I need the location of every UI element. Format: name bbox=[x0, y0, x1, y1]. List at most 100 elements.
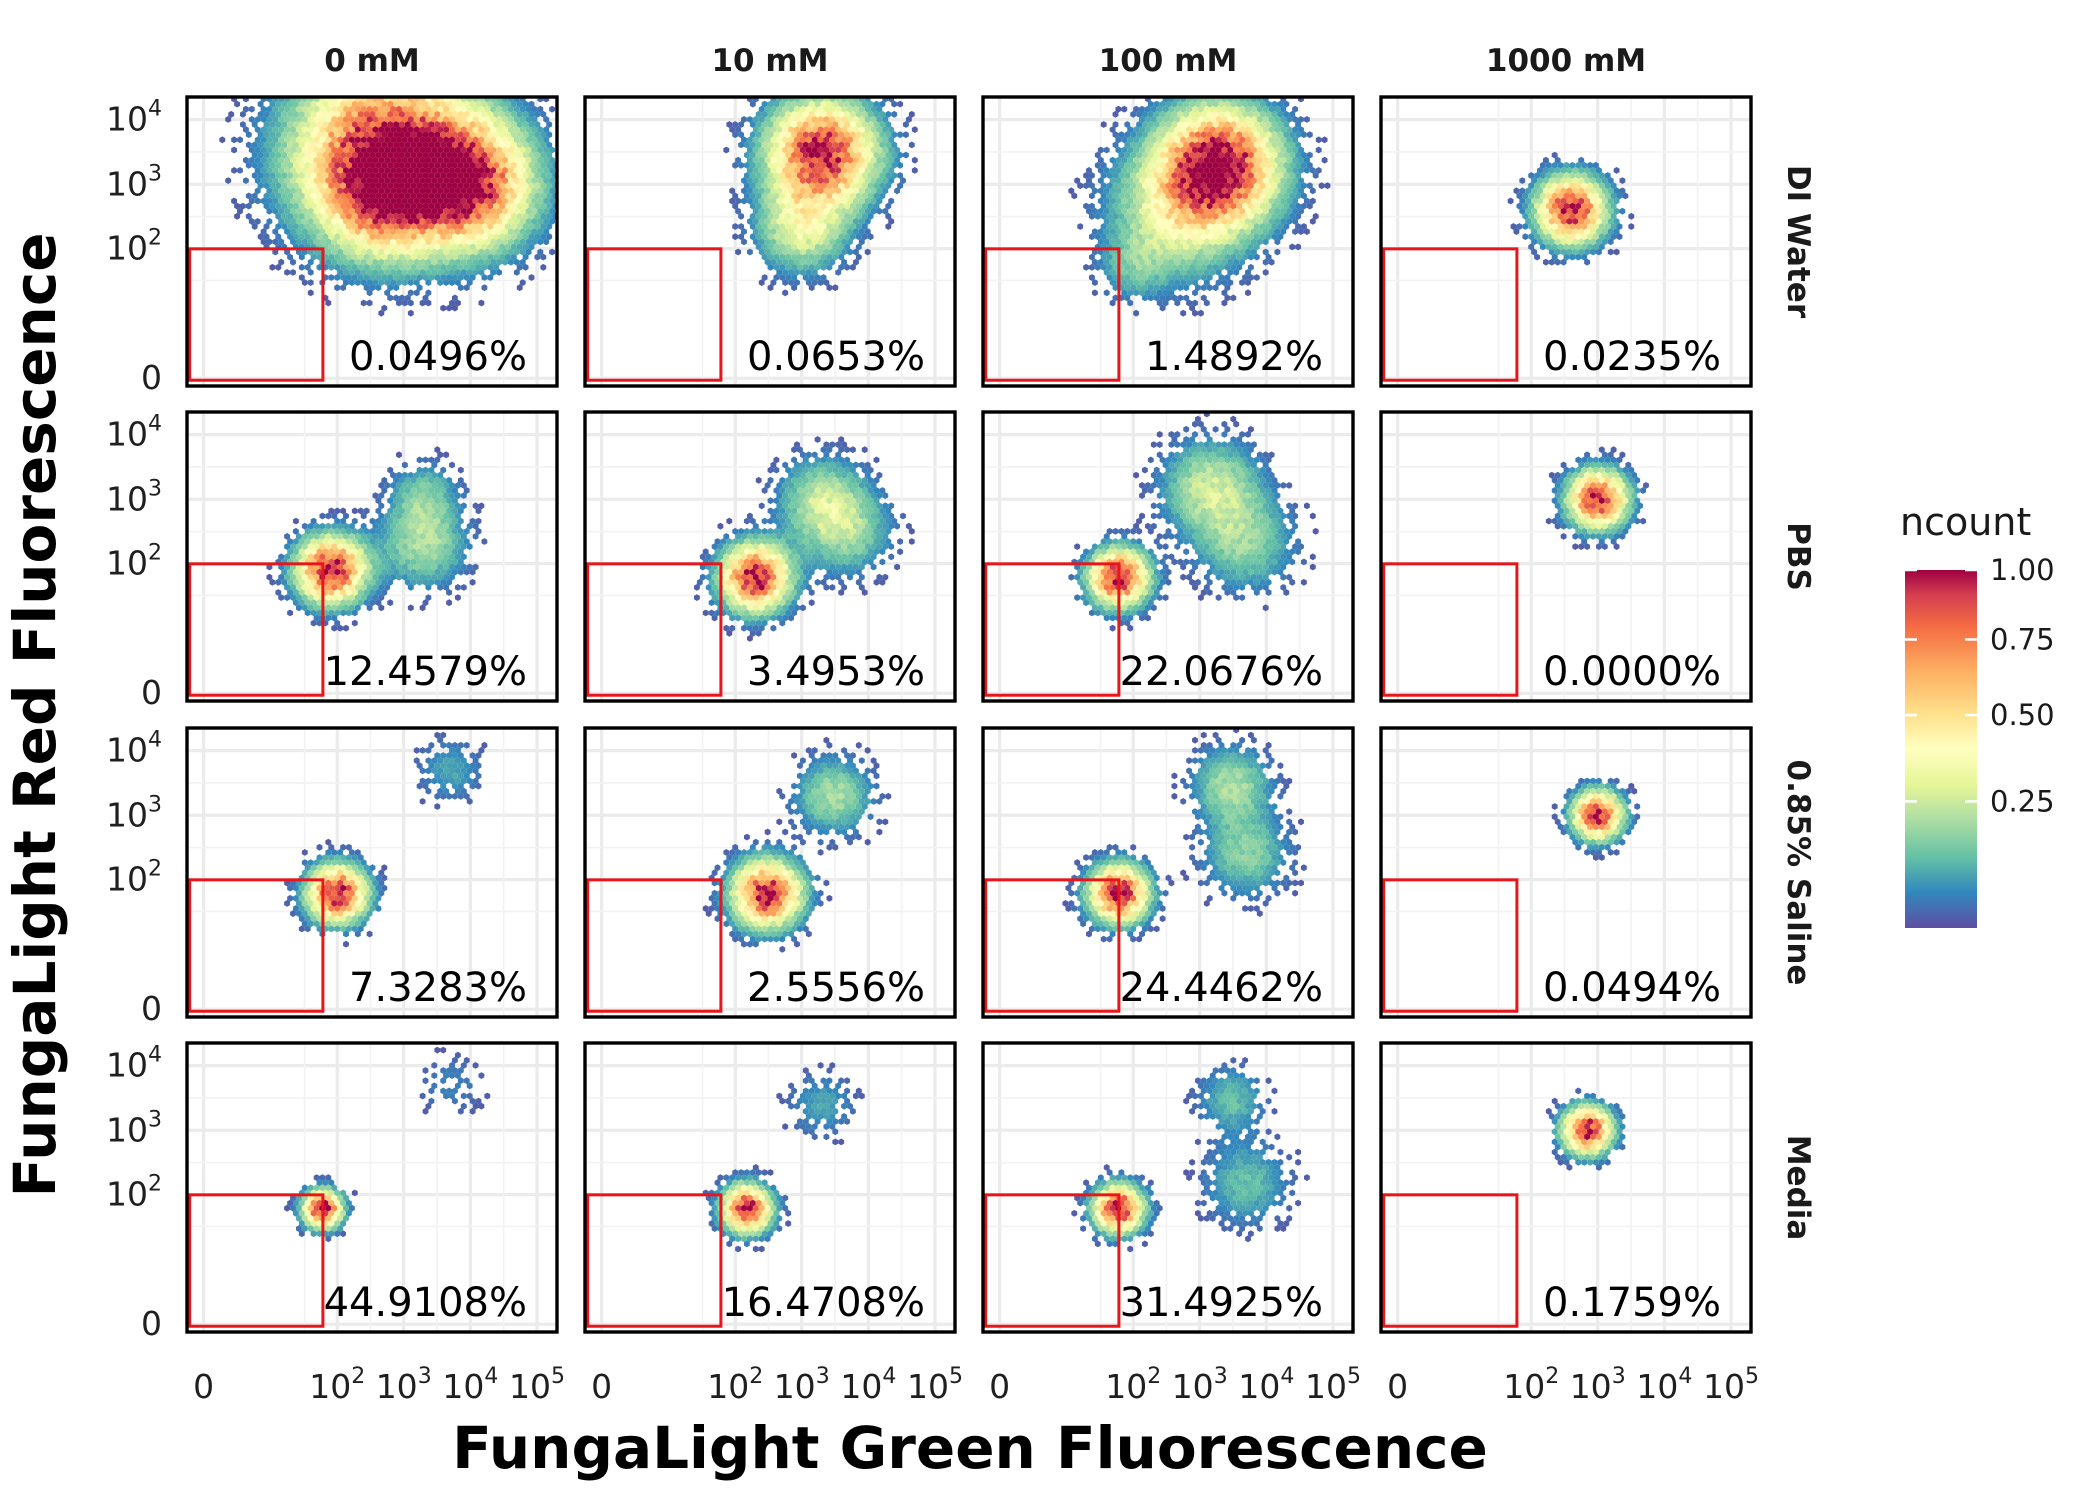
hexbin-cell bbox=[1250, 105, 1257, 113]
hexbin-cell bbox=[791, 223, 798, 230]
hexbin-cell bbox=[272, 126, 279, 133]
hexbin-cell bbox=[796, 202, 803, 210]
hexbin-cell bbox=[1253, 151, 1260, 159]
hexbin-cell bbox=[390, 492, 397, 499]
hexbin-cell bbox=[454, 512, 461, 520]
hexbin-cell bbox=[1584, 167, 1591, 174]
hexbin-cell bbox=[1256, 197, 1263, 205]
hexbin-cell bbox=[1215, 258, 1222, 266]
hexbin-cell bbox=[431, 492, 438, 499]
hexbin-cell bbox=[1271, 172, 1278, 179]
hexbin-cell bbox=[1233, 218, 1240, 225]
hexbin-cell bbox=[387, 558, 394, 566]
hexbin-cell bbox=[295, 238, 302, 246]
hexbin-cell bbox=[1245, 289, 1251, 297]
hexbin-cell bbox=[1218, 253, 1225, 261]
hexbin-cell bbox=[888, 218, 895, 225]
hexbin-cell bbox=[764, 258, 771, 266]
hexbin-cell bbox=[245, 141, 252, 149]
hexbin-cell bbox=[363, 578, 370, 586]
hexbin-cell bbox=[295, 533, 302, 540]
hexbin-cell bbox=[805, 228, 812, 235]
hexbin-cell bbox=[844, 476, 851, 484]
hexbin-cell bbox=[398, 192, 405, 200]
hexbin-cell bbox=[1212, 110, 1219, 118]
hexbin-cell bbox=[1153, 110, 1160, 118]
hexbin-cell bbox=[378, 126, 385, 133]
hexbin-cell bbox=[1572, 187, 1579, 195]
hexbin-cell bbox=[348, 269, 355, 276]
hexbin-cell bbox=[1239, 126, 1246, 133]
hexbin-cell bbox=[1298, 116, 1304, 123]
hexbin-cell bbox=[348, 248, 355, 256]
hexbin-cell bbox=[1286, 167, 1293, 174]
hexbin-cell bbox=[540, 212, 547, 220]
hexbin-cell bbox=[481, 131, 488, 139]
hexbin-cell bbox=[1153, 161, 1160, 169]
hexbin-cell bbox=[390, 258, 397, 266]
hexbin-cell bbox=[1247, 141, 1254, 149]
hexbin-cell bbox=[343, 248, 349, 256]
hexbin-cell bbox=[1569, 172, 1576, 179]
hexbin-cell bbox=[328, 527, 335, 535]
hexbin-cell bbox=[381, 274, 388, 281]
hexbin-cell bbox=[1283, 223, 1290, 230]
hexbin-cell bbox=[864, 461, 871, 469]
hexbin-cell bbox=[841, 471, 848, 479]
hexbin-cell bbox=[348, 207, 355, 215]
hexbin-cell bbox=[446, 182, 453, 190]
hexbin-cell bbox=[487, 253, 494, 261]
hexbin-cell bbox=[384, 218, 391, 225]
hexbin-cell bbox=[1103, 197, 1110, 205]
hexbin-cell bbox=[319, 105, 326, 113]
hexbin-cell bbox=[387, 151, 394, 159]
hexbin-cell bbox=[502, 228, 508, 235]
hexbin-cell bbox=[1295, 151, 1302, 159]
hexbin-cell bbox=[390, 522, 397, 530]
hexbin-cell bbox=[847, 461, 853, 469]
hexbin-cell bbox=[504, 110, 511, 118]
hexbin-cell bbox=[908, 110, 915, 118]
hexbin-cell bbox=[1209, 197, 1216, 205]
hexbin-cell bbox=[1218, 141, 1225, 149]
hexbin-cell bbox=[328, 243, 335, 251]
hexbin-cell bbox=[416, 212, 423, 220]
hexbin-cell bbox=[534, 202, 541, 210]
hexbin-cell bbox=[1174, 228, 1181, 235]
hexbin-cell bbox=[451, 233, 458, 241]
hexbin-cell bbox=[310, 161, 317, 169]
hexbin-cell bbox=[310, 548, 317, 556]
hexbin-cell bbox=[234, 202, 241, 210]
hexbin-cell bbox=[502, 258, 508, 266]
hexbin-cell bbox=[351, 599, 358, 607]
hexbin-cell bbox=[785, 141, 792, 149]
hexbin-cell bbox=[1250, 136, 1257, 144]
panel-r1-c2: 0.0653% bbox=[583, 95, 957, 388]
hexbin-cell bbox=[761, 141, 768, 149]
hexbin-cell bbox=[1112, 172, 1119, 179]
hexbin-cell bbox=[425, 553, 432, 561]
hexbin-cell bbox=[1097, 207, 1104, 215]
hexbin-cell bbox=[1171, 100, 1178, 108]
hexbin-cell bbox=[867, 212, 874, 220]
hexbin-cell bbox=[1289, 192, 1296, 200]
hexbin-cell bbox=[779, 212, 786, 220]
hexbin-cell bbox=[838, 476, 845, 484]
hexbin-cell bbox=[260, 116, 267, 123]
hexbin-cell bbox=[422, 192, 429, 200]
hexbin-cell bbox=[287, 212, 294, 220]
hexbin-cell bbox=[1224, 263, 1231, 271]
hexbin-cell bbox=[1197, 177, 1204, 184]
hexbin-cell bbox=[487, 151, 494, 159]
hexbin-cell bbox=[457, 538, 464, 545]
hexbin-cell bbox=[826, 151, 833, 159]
hexbin-cell bbox=[814, 274, 821, 281]
hexbin-cell bbox=[1280, 105, 1287, 113]
hexbin-cell bbox=[345, 568, 352, 576]
hexbin-cell bbox=[522, 263, 529, 271]
hexbin-cell bbox=[1141, 161, 1148, 169]
hexbin-cell bbox=[546, 202, 553, 210]
hexbin-cell bbox=[773, 466, 780, 474]
hexbin-cell bbox=[1528, 202, 1535, 210]
hexbin-cell bbox=[449, 156, 455, 164]
